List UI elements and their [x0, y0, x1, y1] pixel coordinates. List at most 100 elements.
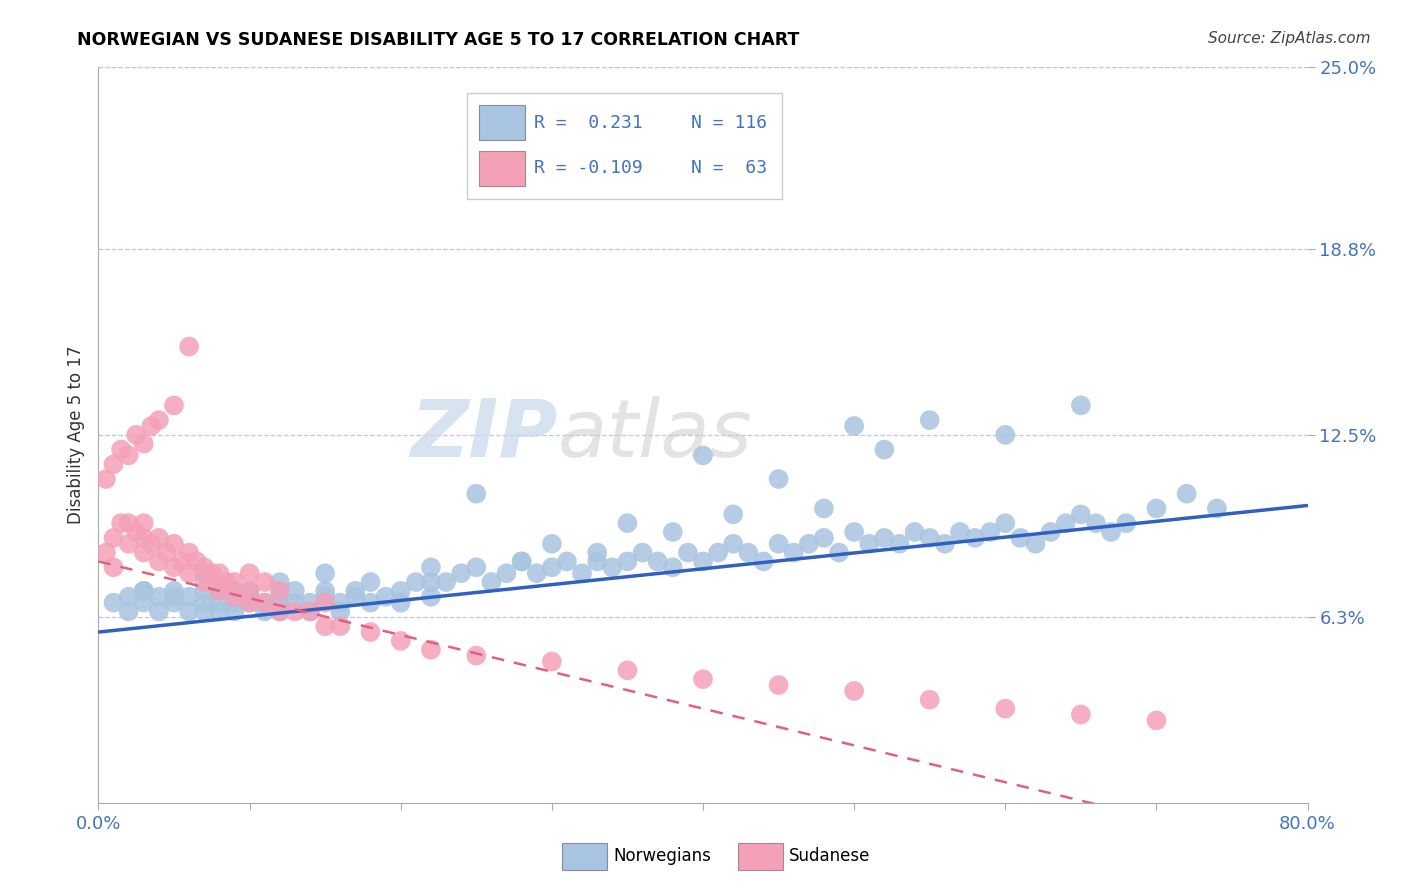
- Point: [179, 590, 201, 604]
- Point: [193, 583, 215, 598]
- Point: [118, 605, 141, 619]
- Point: [994, 701, 1017, 715]
- Point: [661, 524, 683, 539]
- Text: N = 116: N = 116: [690, 114, 768, 132]
- FancyBboxPatch shape: [479, 151, 526, 186]
- Point: [239, 583, 262, 598]
- Point: [299, 596, 322, 610]
- Point: [299, 605, 322, 619]
- Point: [540, 560, 562, 574]
- Point: [1070, 508, 1092, 522]
- Point: [239, 583, 262, 598]
- Point: [873, 442, 896, 457]
- Point: [208, 566, 231, 581]
- Point: [918, 692, 941, 706]
- Point: [329, 619, 352, 633]
- Point: [132, 596, 155, 610]
- Point: [132, 436, 155, 450]
- Point: [314, 590, 336, 604]
- Point: [661, 560, 683, 574]
- Point: [118, 516, 141, 530]
- Point: [465, 487, 488, 501]
- Point: [269, 596, 291, 610]
- Point: [94, 545, 117, 560]
- Point: [420, 575, 443, 590]
- Point: [1054, 516, 1077, 530]
- Point: [314, 566, 336, 581]
- Y-axis label: Disability Age 5 to 17: Disability Age 5 to 17: [66, 345, 84, 524]
- Point: [526, 566, 548, 581]
- Point: [170, 554, 193, 568]
- Point: [904, 524, 927, 539]
- Point: [1144, 714, 1167, 728]
- Point: [434, 575, 457, 590]
- Point: [1099, 524, 1122, 539]
- Point: [163, 398, 186, 412]
- Point: [269, 590, 291, 604]
- Point: [1039, 524, 1062, 539]
- Point: [163, 560, 186, 574]
- Point: [420, 590, 443, 604]
- Point: [813, 531, 835, 545]
- Point: [1115, 516, 1137, 530]
- Point: [179, 605, 201, 619]
- Point: [994, 516, 1017, 530]
- Point: [692, 449, 714, 463]
- Point: [110, 516, 132, 530]
- Point: [193, 605, 215, 619]
- Point: [389, 633, 412, 648]
- Point: [405, 575, 427, 590]
- Point: [374, 590, 396, 604]
- Point: [269, 605, 291, 619]
- Text: Norwegians: Norwegians: [613, 847, 711, 865]
- Point: [889, 537, 911, 551]
- Point: [420, 560, 443, 574]
- Point: [344, 590, 367, 604]
- Point: [132, 583, 155, 598]
- Point: [844, 524, 866, 539]
- Point: [465, 560, 488, 574]
- Point: [193, 575, 215, 590]
- Point: [918, 531, 941, 545]
- Text: atlas: atlas: [558, 396, 752, 474]
- Point: [813, 501, 835, 516]
- Point: [201, 566, 224, 581]
- Point: [783, 545, 806, 560]
- Point: [239, 596, 262, 610]
- Point: [420, 642, 443, 657]
- Point: [616, 554, 638, 568]
- Point: [148, 531, 170, 545]
- Point: [510, 554, 533, 568]
- Point: [125, 524, 148, 539]
- Point: [118, 590, 141, 604]
- Point: [949, 524, 972, 539]
- Point: [118, 449, 141, 463]
- Point: [314, 596, 336, 610]
- Point: [602, 560, 624, 574]
- Point: [179, 545, 201, 560]
- Point: [965, 531, 987, 545]
- Point: [103, 596, 125, 610]
- Point: [481, 575, 503, 590]
- Point: [752, 554, 775, 568]
- Point: [132, 531, 155, 545]
- Point: [979, 524, 1001, 539]
- Point: [616, 516, 638, 530]
- Point: [193, 560, 215, 574]
- Point: [284, 605, 307, 619]
- Point: [269, 575, 291, 590]
- Point: [125, 427, 148, 442]
- Point: [148, 413, 170, 427]
- Point: [510, 554, 533, 568]
- Point: [239, 566, 262, 581]
- Point: [253, 596, 276, 610]
- Point: [344, 583, 367, 598]
- Point: [208, 605, 231, 619]
- Point: [163, 596, 186, 610]
- Point: [1085, 516, 1108, 530]
- Point: [239, 596, 262, 610]
- Point: [215, 575, 238, 590]
- Point: [692, 554, 714, 568]
- Point: [314, 583, 336, 598]
- Point: [103, 560, 125, 574]
